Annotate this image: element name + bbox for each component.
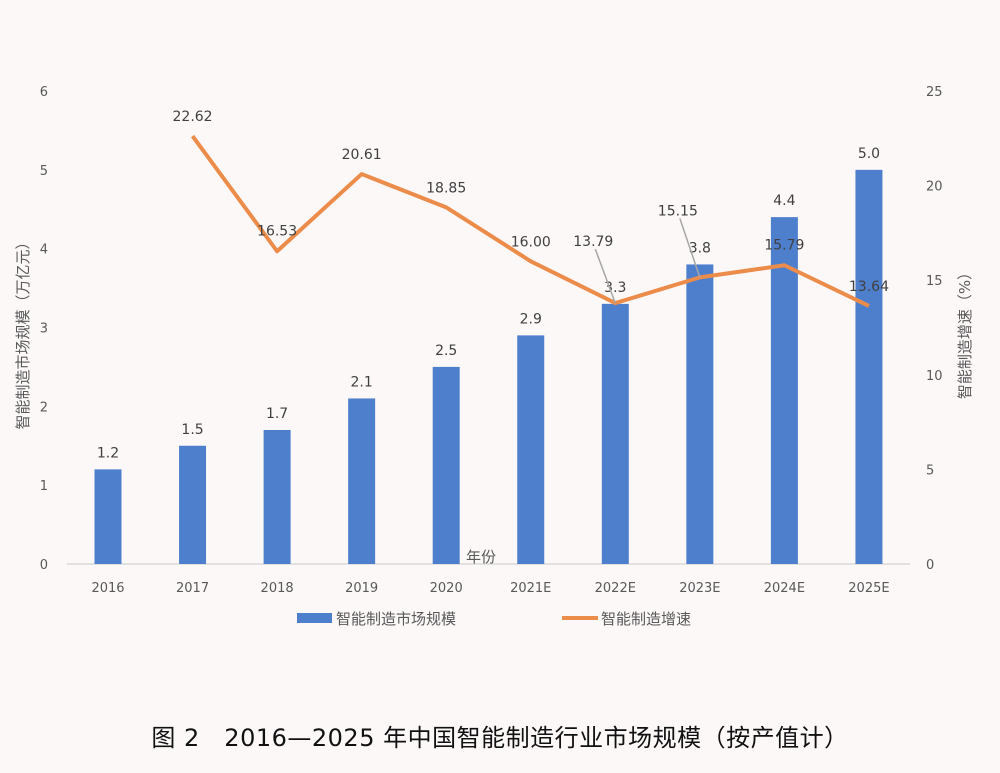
x-tick-label: 2023E (679, 581, 720, 596)
bar (179, 445, 207, 564)
bar (517, 335, 545, 564)
x-tick-label: 2020 (430, 581, 463, 596)
y-tick-label: 0 (40, 558, 48, 573)
x-tick-label: 2024E (764, 581, 805, 596)
x-tick-label: 2025E (848, 581, 889, 596)
bar-data-label: 3.3 (604, 280, 626, 296)
y-tick-label: 3 (40, 322, 48, 337)
x-axis-title: 年份 (466, 548, 496, 566)
leader-line (594, 248, 617, 304)
line-data-label: 18.85 (426, 180, 466, 196)
legend-label-bar: 智能制造市场规模 (336, 610, 456, 628)
y-tick-label: 5 (40, 164, 48, 179)
bar (263, 429, 291, 564)
bar-data-label: 2.9 (520, 311, 542, 327)
y-tick-label: 2 (40, 400, 48, 415)
bar (348, 398, 376, 564)
leader-line (679, 218, 701, 278)
bar (770, 217, 798, 564)
x-tick-label: 2018 (261, 581, 294, 596)
y2-tick-label: 0 (926, 558, 934, 573)
y2-tick-label: 5 (926, 463, 934, 478)
bar-data-label: 2.5 (435, 343, 457, 359)
y-tick-label: 6 (40, 85, 48, 100)
x-tick-label: 2022E (595, 581, 636, 596)
y2-tick-label: 25 (926, 85, 943, 100)
bar-data-label: 5.0 (858, 146, 880, 162)
y-tick-label: 4 (40, 243, 48, 258)
bar (686, 264, 714, 564)
y2-tick-label: 10 (926, 369, 943, 384)
y2-tick-label: 15 (926, 274, 943, 289)
line-data-label: 20.61 (342, 147, 382, 163)
line-data-label: 15.15 (658, 203, 698, 219)
line-data-label: 16.53 (257, 223, 297, 239)
line-data-label: 13.79 (573, 234, 613, 250)
bar-data-label: 1.7 (266, 406, 288, 422)
bar-data-label: 2.1 (351, 374, 373, 390)
x-tick-label: 2019 (345, 581, 378, 596)
bar-data-label: 3.8 (689, 240, 711, 256)
figure-caption: 图 2 2016—2025 年中国智能制造行业市场规模（按产值计） (151, 724, 849, 752)
bar-data-label: 1.5 (181, 422, 203, 438)
line-data-label: 13.64 (849, 279, 889, 295)
x-tick-label: 2016 (91, 581, 124, 596)
legend-label-line: 智能制造增速 (601, 610, 691, 628)
y2-axis-title: 智能制造增速（%） (956, 265, 974, 399)
bar (94, 469, 122, 564)
legend-swatch-bar (297, 613, 332, 623)
line-data-label: 22.62 (173, 109, 213, 125)
y-axis-title: 智能制造市场规模（万亿元） (14, 234, 32, 429)
line-data-label: 16.00 (511, 234, 551, 250)
growth-line (190, 134, 870, 308)
y2-tick-label: 20 (926, 180, 943, 195)
line-data-label: 15.79 (764, 237, 804, 253)
chart: 1.2 1.5 1.7 2.1 2.5 2.9 3.3 3.8 4.4 5.0 22.62 16.53… (14, 85, 974, 628)
legend: 智能制造市场规模 智能制造增速 (297, 610, 691, 628)
bar (601, 303, 629, 564)
bar-data-label: 1.2 (97, 445, 119, 461)
bar-data-label: 4.4 (773, 193, 795, 209)
x-tick-label: 2017 (176, 581, 209, 596)
x-tick-label: 2021E (510, 581, 551, 596)
bar (855, 169, 883, 565)
bar (432, 366, 460, 564)
y-tick-label: 1 (40, 479, 48, 494)
